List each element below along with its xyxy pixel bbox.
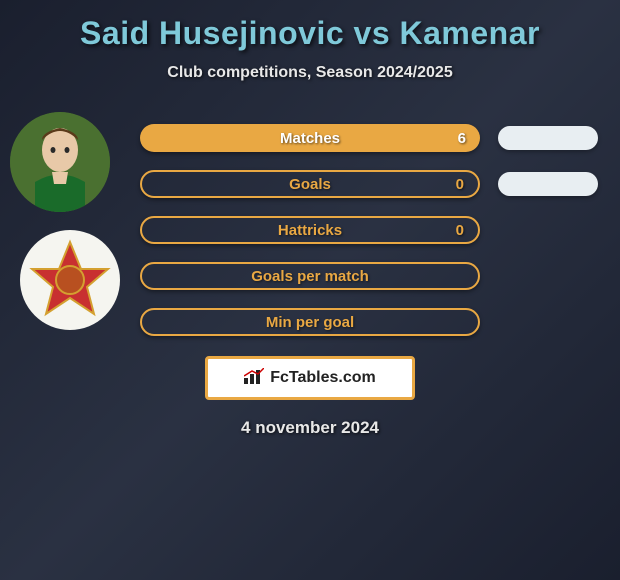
stats-area: Matches 6 Goals 0 Hattricks 0 Goals per match M… — [0, 122, 620, 338]
stat-label: Goals per match — [251, 268, 369, 285]
stat-value: 6 — [458, 130, 466, 147]
stat-label: Goals — [289, 176, 331, 193]
season-subtitle: Club competitions, Season 2024/2025 — [0, 64, 620, 82]
stat-value: 0 — [456, 176, 464, 193]
player2-stat-pill — [498, 126, 598, 150]
player1-stat-bar: Min per goal — [140, 308, 480, 336]
stat-label: Matches — [280, 130, 340, 147]
player1-avatar — [10, 112, 110, 212]
player1-stat-bar: Goals per match — [140, 262, 480, 290]
player1-stat-bar: Goals 0 — [140, 170, 480, 198]
brand-logo[interactable]: FcTables.com — [205, 356, 415, 400]
player1-stat-bar: Matches 6 — [140, 124, 480, 152]
brand-text: FcTables.com — [270, 369, 376, 387]
player2-stat-pill — [498, 172, 598, 196]
chart-icon — [244, 368, 264, 389]
snapshot-date: 4 november 2024 — [0, 418, 620, 438]
player1-stat-bar: Hattricks 0 — [140, 216, 480, 244]
stat-value: 0 — [456, 222, 464, 239]
stat-label: Min per goal — [266, 314, 354, 331]
player2-avatar — [20, 230, 120, 330]
stat-label: Hattricks — [278, 222, 342, 239]
comparison-title: Said Husejinovic vs Kamenar — [0, 15, 620, 52]
